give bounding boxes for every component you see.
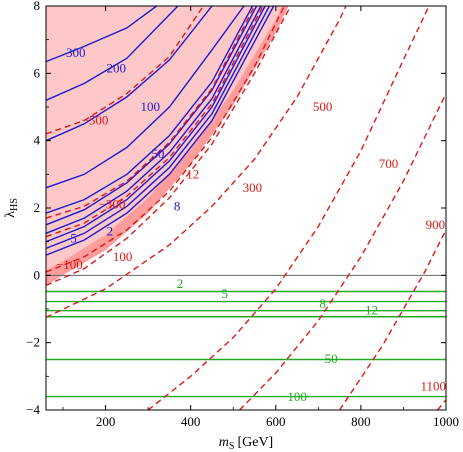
red-contour-label-2: −300 [99, 197, 126, 212]
blue-contour-label-5: 8 [174, 198, 181, 213]
red-contour-label-3: −100 [56, 257, 83, 272]
green-contour-label-1: 5 [221, 286, 228, 301]
x-tick-label: 1000 [433, 414, 459, 429]
blue-contour-label-8: 5 [70, 230, 77, 245]
red-contour-label-7: 700 [379, 156, 399, 171]
blue-contour-3 [46, 6, 245, 189]
y-tick-label: −2 [26, 335, 40, 350]
y-tick-label: 8 [34, 0, 41, 13]
blue-contour-label-3: 50 [151, 146, 164, 161]
red-contour-2 [46, 6, 264, 238]
x-tick-label: 200 [96, 414, 116, 429]
blue-contour-1 [46, 6, 179, 101]
x-tick-label: 600 [266, 414, 286, 429]
red-dashed-contours [46, 6, 446, 410]
x-axis-title: mS [GeV] [219, 435, 273, 452]
red-contour-4 [46, 6, 292, 287]
blue-contour-label-7: 2 [107, 224, 114, 239]
blue-contour-5 [46, 6, 258, 226]
red-contour-6 [147, 6, 430, 410]
red-contour-label-6: 500 [313, 99, 333, 114]
red-contour-5 [46, 6, 347, 319]
red-contour-8 [339, 229, 446, 410]
contour-labels: 300 200 100 50 8 2 5 −500 12 −300 −100 100 300 500 700… [56, 45, 446, 404]
blue-contours [46, 6, 275, 256]
red-contour-label-0: −500 [82, 112, 109, 127]
green-contour-label-2: 8 [319, 296, 326, 311]
blue-contour-0 [46, 6, 158, 63]
blue-contour-2 [46, 6, 213, 142]
x-tick-label: 800 [351, 414, 371, 429]
red-contour-label-4: 100 [113, 249, 133, 264]
red-contour-1 [46, 6, 256, 219]
blue-contour-7 [46, 6, 266, 243]
blue-contour-label-2: 100 [141, 99, 161, 114]
y-tick-label: −4 [26, 402, 40, 417]
red-contour-0 [46, 6, 204, 135]
red-contour-label-8: 900 [426, 217, 446, 232]
green-contours [46, 290, 446, 398]
y-tick-label: 4 [34, 133, 41, 148]
x-tick-label: 400 [181, 414, 201, 429]
y-tick-label: 6 [34, 65, 41, 80]
axis-ticks: 200 400 600 800 1000 −4 −2 0 2 4 6 8 [26, 0, 459, 429]
green-contour-label-0: 2 [177, 276, 184, 291]
red-contour-label-5: 300 [243, 180, 263, 195]
blue-contour-9 [46, 6, 275, 256]
green-contour-label-3: 12 [365, 303, 378, 318]
red-contour-label-9: 1100 [420, 378, 446, 393]
y-tick-label: 0 [34, 267, 41, 282]
y-tick-label: 2 [34, 200, 41, 215]
red-contour-label-1: 12 [186, 166, 199, 181]
green-contour-label-4: 50 [325, 351, 338, 366]
blue-contour-6 [46, 6, 262, 234]
blue-contour-label-1: 200 [106, 60, 126, 75]
blue-contour-8 [46, 6, 271, 250]
y-axis-title: λHS [3, 198, 20, 218]
red-contour-3 [46, 6, 285, 273]
green-contour-label-5: 100 [287, 389, 307, 404]
blue-contour-label-0: 300 [66, 45, 86, 60]
red-contour-9 [436, 399, 446, 410]
red-contour-7 [239, 93, 446, 410]
blue-contour-4 [46, 6, 254, 214]
